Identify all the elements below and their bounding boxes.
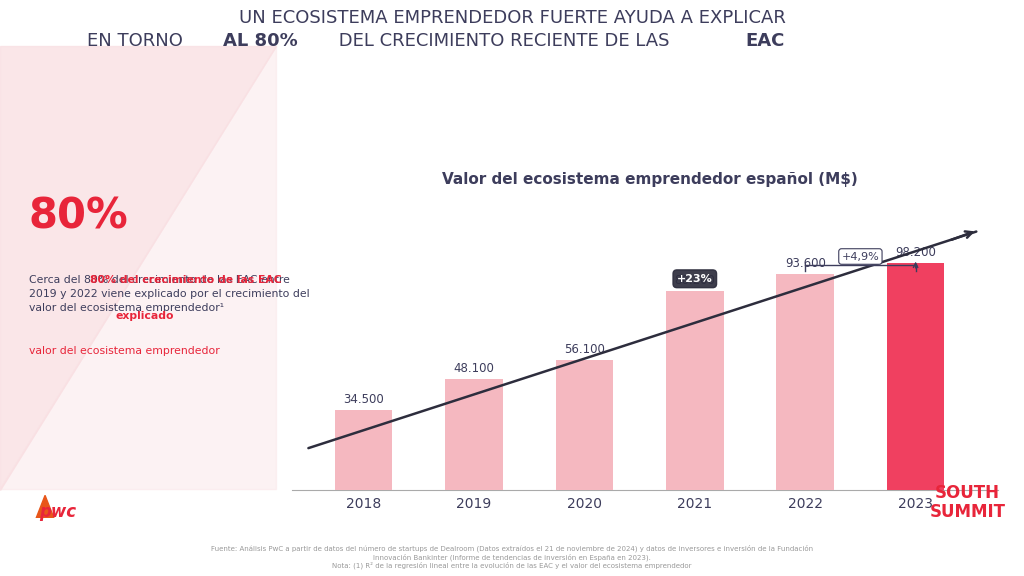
Text: 56.100: 56.100	[564, 343, 605, 356]
Polygon shape	[0, 46, 276, 490]
Text: 80%: 80%	[29, 196, 128, 238]
Text: 34.500: 34.500	[343, 393, 384, 406]
Text: +4,9%: +4,9%	[842, 252, 880, 262]
Bar	[666, 291, 724, 490]
Text: 48.100: 48.100	[454, 362, 495, 374]
Text: EN TORNO: EN TORNO	[87, 32, 188, 50]
Bar	[776, 274, 834, 490]
Text: SOUTH
SUMMIT: SOUTH SUMMIT	[930, 484, 1006, 521]
Text: Valor del ecosistema emprendedor español (M$): Valor del ecosistema emprendedor español…	[442, 172, 858, 187]
Text: 86.200: 86.200	[675, 274, 715, 287]
Text: Cerca del 80% del crecimiento de las EAC entre
2019 y 2022 viene explicado por e: Cerca del 80% del crecimiento de las EAC…	[29, 275, 309, 313]
Polygon shape	[36, 495, 54, 518]
Text: EAC: EAC	[745, 32, 784, 50]
Text: 93.600: 93.600	[784, 257, 825, 270]
Text: +23%: +23%	[677, 274, 713, 284]
Bar	[445, 379, 503, 490]
Text: DEL CRECIMIENTO RECIENTE DE LAS: DEL CRECIMIENTO RECIENTE DE LAS	[333, 32, 675, 50]
Text: UN ECOSISTEMA EMPRENDEDOR FUERTE AYUDA A EXPLICAR: UN ECOSISTEMA EMPRENDEDOR FUERTE AYUDA A…	[239, 9, 785, 26]
Bar	[556, 361, 613, 490]
Text: AL 80%: AL 80%	[223, 32, 298, 50]
Text: explicado: explicado	[116, 311, 174, 321]
Bar	[335, 410, 392, 490]
Text: Fuente: Análisis PwC a partir de datos del número de startups de Dealroom (Datos: Fuente: Análisis PwC a partir de datos d…	[211, 544, 813, 569]
Text: valor del ecosistema emprendedor: valor del ecosistema emprendedor	[29, 346, 219, 355]
Text: 98.200: 98.200	[895, 246, 936, 259]
Text: 80% del crecimiento de las EAC: 80% del crecimiento de las EAC	[90, 275, 282, 285]
Text: pwc: pwc	[39, 503, 76, 521]
Polygon shape	[0, 46, 276, 490]
Bar	[887, 263, 944, 490]
